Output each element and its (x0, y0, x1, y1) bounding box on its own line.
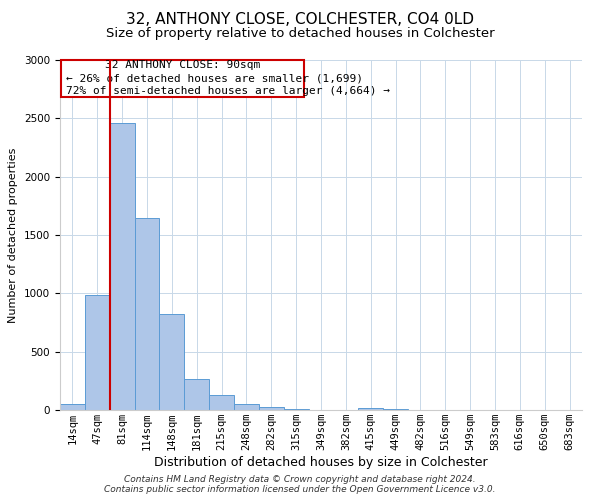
Text: Contains public sector information licensed under the Open Government Licence v3: Contains public sector information licen… (104, 485, 496, 494)
X-axis label: Distribution of detached houses by size in Colchester: Distribution of detached houses by size … (154, 456, 488, 469)
Bar (259, 407, 284, 410)
Text: ← 26% of detached houses are smaller (1,699): ← 26% of detached houses are smaller (1,… (67, 73, 364, 83)
Bar (358, 408, 383, 410)
Bar (134, 218, 160, 410)
Text: Size of property relative to detached houses in Colchester: Size of property relative to detached ho… (106, 28, 494, 40)
Bar (60, 404, 85, 410)
Bar (209, 395, 234, 410)
Text: 72% of semi-detached houses are larger (4,664) →: 72% of semi-detached houses are larger (… (67, 86, 391, 96)
Bar (85, 294, 110, 410)
Bar (110, 123, 134, 410)
Text: Contains HM Land Registry data © Crown copyright and database right 2024.: Contains HM Land Registry data © Crown c… (124, 475, 476, 484)
FancyBboxPatch shape (61, 60, 304, 98)
Y-axis label: Number of detached properties: Number of detached properties (8, 148, 19, 322)
Bar (184, 379, 209, 410)
Text: 32, ANTHONY CLOSE, COLCHESTER, CO4 0LD: 32, ANTHONY CLOSE, COLCHESTER, CO4 0LD (126, 12, 474, 28)
Bar (160, 314, 184, 410)
Bar (234, 404, 259, 410)
Text: 32 ANTHONY CLOSE: 90sqm: 32 ANTHONY CLOSE: 90sqm (105, 60, 260, 70)
